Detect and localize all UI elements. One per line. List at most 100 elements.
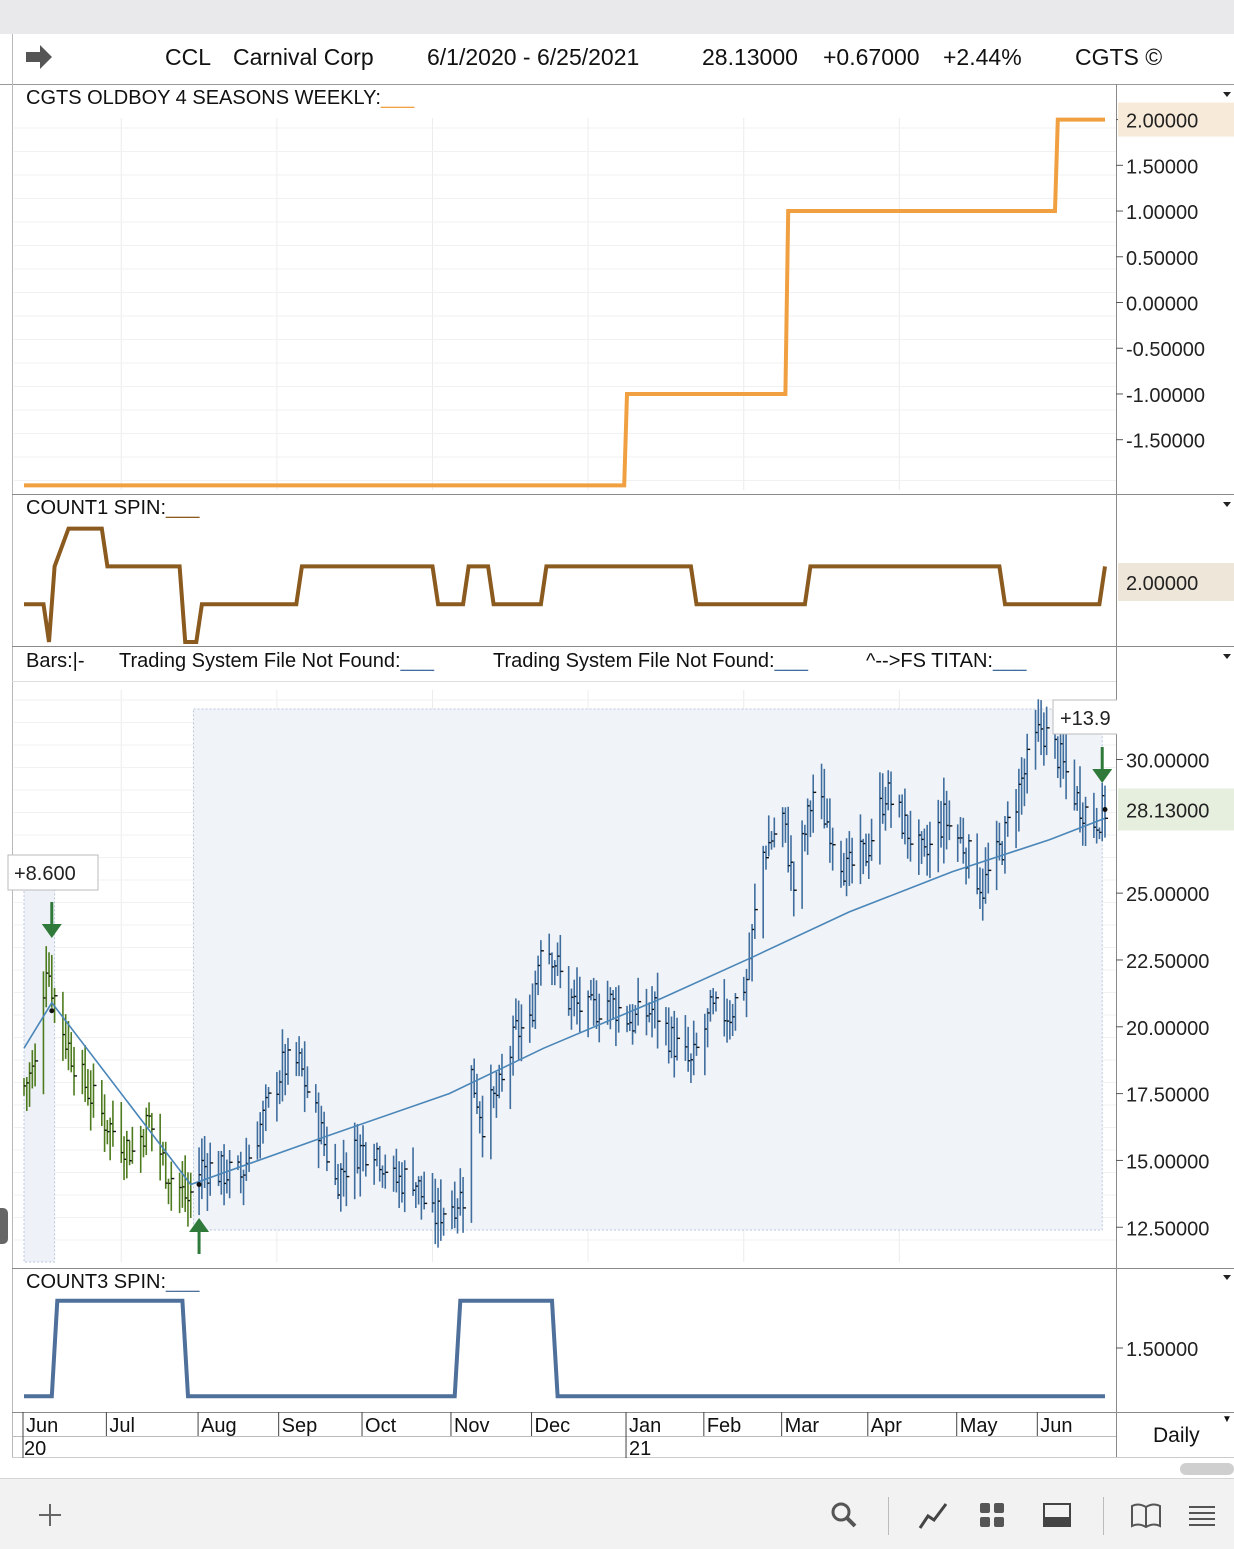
caret-down-icon[interactable] (1223, 1275, 1231, 1280)
panel-title-oldboy: CGTS OLDBOY 4 SEASONS WEEKLY:___ (26, 87, 415, 109)
caret-down-icon[interactable] (1223, 502, 1231, 507)
panel-title-bars: Bars:|- (26, 650, 85, 672)
panel-title-fs-titan: ^-->FS TITAN:___ (866, 650, 1027, 672)
panel-price[interactable]: +8.600 +13.9 30.00000 25.00000 22.50000 20.00… (7, 690, 1234, 1263)
profit-box (7, 854, 99, 891)
price-bar (598, 993, 603, 1043)
signal-dot (49, 1008, 55, 1014)
price-bar (365, 1142, 369, 1177)
y-tick-label: 1.50000 (1126, 1339, 1198, 1361)
quote-header: CCL Carnival Corp 6/1/2020 - 6/25/2021 2… (0, 34, 1234, 85)
signal-dot (1102, 806, 1108, 812)
y-tick-label: 30.00000 (1126, 750, 1209, 772)
y-tick-label: 25.00000 (1126, 884, 1209, 906)
search-icon[interactable] (828, 1499, 860, 1531)
year-label: 20 (24, 1438, 46, 1460)
left-border (12, 34, 13, 1458)
sell-arrow-icon (1092, 769, 1113, 783)
y-tick-label: 1.00000 (1126, 202, 1198, 224)
timeframe-selector[interactable]: Daily ▼ (1120, 1414, 1234, 1458)
price-bar (578, 976, 583, 1033)
caret-down-icon[interactable] (1223, 654, 1231, 659)
price-bar (306, 1066, 311, 1099)
price-bar (73, 1046, 78, 1096)
timeframe-label: Daily (1153, 1424, 1200, 1447)
price-bar (1084, 796, 1089, 847)
price-bar (151, 1112, 155, 1152)
price-bar (520, 1004, 525, 1062)
layout-grid-icon[interactable] (976, 1499, 1008, 1531)
panel-count3[interactable]: 1.50000 (24, 1298, 1198, 1399)
y-tick-label: 15.00000 (1126, 1151, 1209, 1173)
price-bar (851, 837, 856, 884)
price-bar (831, 827, 836, 871)
year-label: 21 (629, 1438, 651, 1460)
price-bar (695, 1032, 700, 1056)
y-tick-label: 0.50000 (1126, 248, 1198, 270)
panel-title-ts2: Trading System File Not Found:___ (493, 650, 808, 672)
sell-arrow-icon (41, 924, 62, 938)
month-label: Oct (365, 1415, 397, 1437)
panel-oldboy[interactable]: 2.00000 1.50000 1.00000 0.50000 0.00000 -0.50… (24, 102, 1234, 488)
signal-dot (196, 1181, 202, 1187)
price-bar (617, 985, 622, 1033)
company-name: Carnival Corp (233, 44, 374, 70)
panel-count1[interactable]: 2.00000 (24, 526, 1234, 644)
y-tick-label: 17.50000 (1126, 1085, 1209, 1107)
price-change: +0.67000 (823, 44, 920, 70)
price-bar (715, 991, 719, 1012)
last-price-box (1118, 788, 1234, 831)
month-label: Jun (1040, 1415, 1072, 1437)
draw-line-icon[interactable] (917, 1499, 949, 1531)
month-label: Dec (535, 1415, 571, 1437)
panel-frames (12, 84, 1234, 1458)
bottom-toolbar (0, 1478, 1234, 1549)
y-tick-label: -1.00000 (1126, 385, 1205, 407)
price-bar (501, 1053, 505, 1092)
price-bar (890, 771, 895, 828)
book-icon[interactable] (1130, 1499, 1162, 1531)
price-bar (676, 1017, 681, 1061)
price-bar (773, 817, 778, 848)
price-bar (870, 818, 875, 861)
arrow-right-icon[interactable] (24, 43, 54, 77)
price-bar (1065, 734, 1070, 800)
time-axis[interactable]: Jun Jul Aug Sep Oct Nov Dec Jan Feb Mar Apr May Jun2… (22, 1412, 1073, 1460)
count3-series-line (24, 1298, 1105, 1399)
horizontal-scrollbar[interactable] (1180, 1463, 1234, 1475)
price-bar (287, 1037, 291, 1085)
y-tick-label: 22.50000 (1126, 951, 1209, 973)
last-value-box (1118, 102, 1234, 137)
panel-title-count3: COUNT3 SPIN:___ (26, 1271, 200, 1293)
caret-down-icon: ▼ (1222, 1414, 1232, 1425)
y-tick-label: -0.50000 (1126, 339, 1205, 361)
price-bar (53, 988, 58, 1024)
price-bar (1006, 801, 1011, 837)
month-label: Sep (282, 1415, 318, 1437)
oldboy-series-line (24, 117, 1105, 488)
trade-region (23, 887, 56, 1263)
symbol: CCL (165, 44, 212, 70)
add-icon[interactable] (34, 1499, 66, 1531)
panel-menus[interactable] (1223, 92, 1231, 1280)
price-bar (131, 1126, 136, 1164)
price-bar (384, 1154, 389, 1189)
menu-icon[interactable] (1186, 1499, 1218, 1531)
month-label: Mar (785, 1415, 820, 1437)
drag-handle[interactable] (0, 1208, 8, 1244)
last-price-label: 28.13000 (1126, 800, 1209, 822)
last-price: 28.13000 (702, 44, 798, 70)
caret-down-icon[interactable] (1223, 92, 1231, 97)
price-bar (170, 1161, 175, 1211)
panel-title-ts1: Trading System File Not Found:___ (119, 650, 434, 672)
month-label: Jan (629, 1415, 661, 1437)
panel-layout-icon[interactable] (1041, 1499, 1073, 1531)
price-bar (929, 821, 933, 878)
price-change-pct: +2.44% (943, 44, 1022, 70)
month-label: Apr (871, 1415, 902, 1437)
price-bar (792, 861, 797, 917)
chart-canvas[interactable]: 2.00000 1.50000 1.00000 0.50000 0.00000 -0.50… (0, 0, 1234, 1478)
price-bar (267, 1087, 272, 1108)
axis-background (1117, 690, 1234, 738)
price-bar (345, 1152, 350, 1207)
